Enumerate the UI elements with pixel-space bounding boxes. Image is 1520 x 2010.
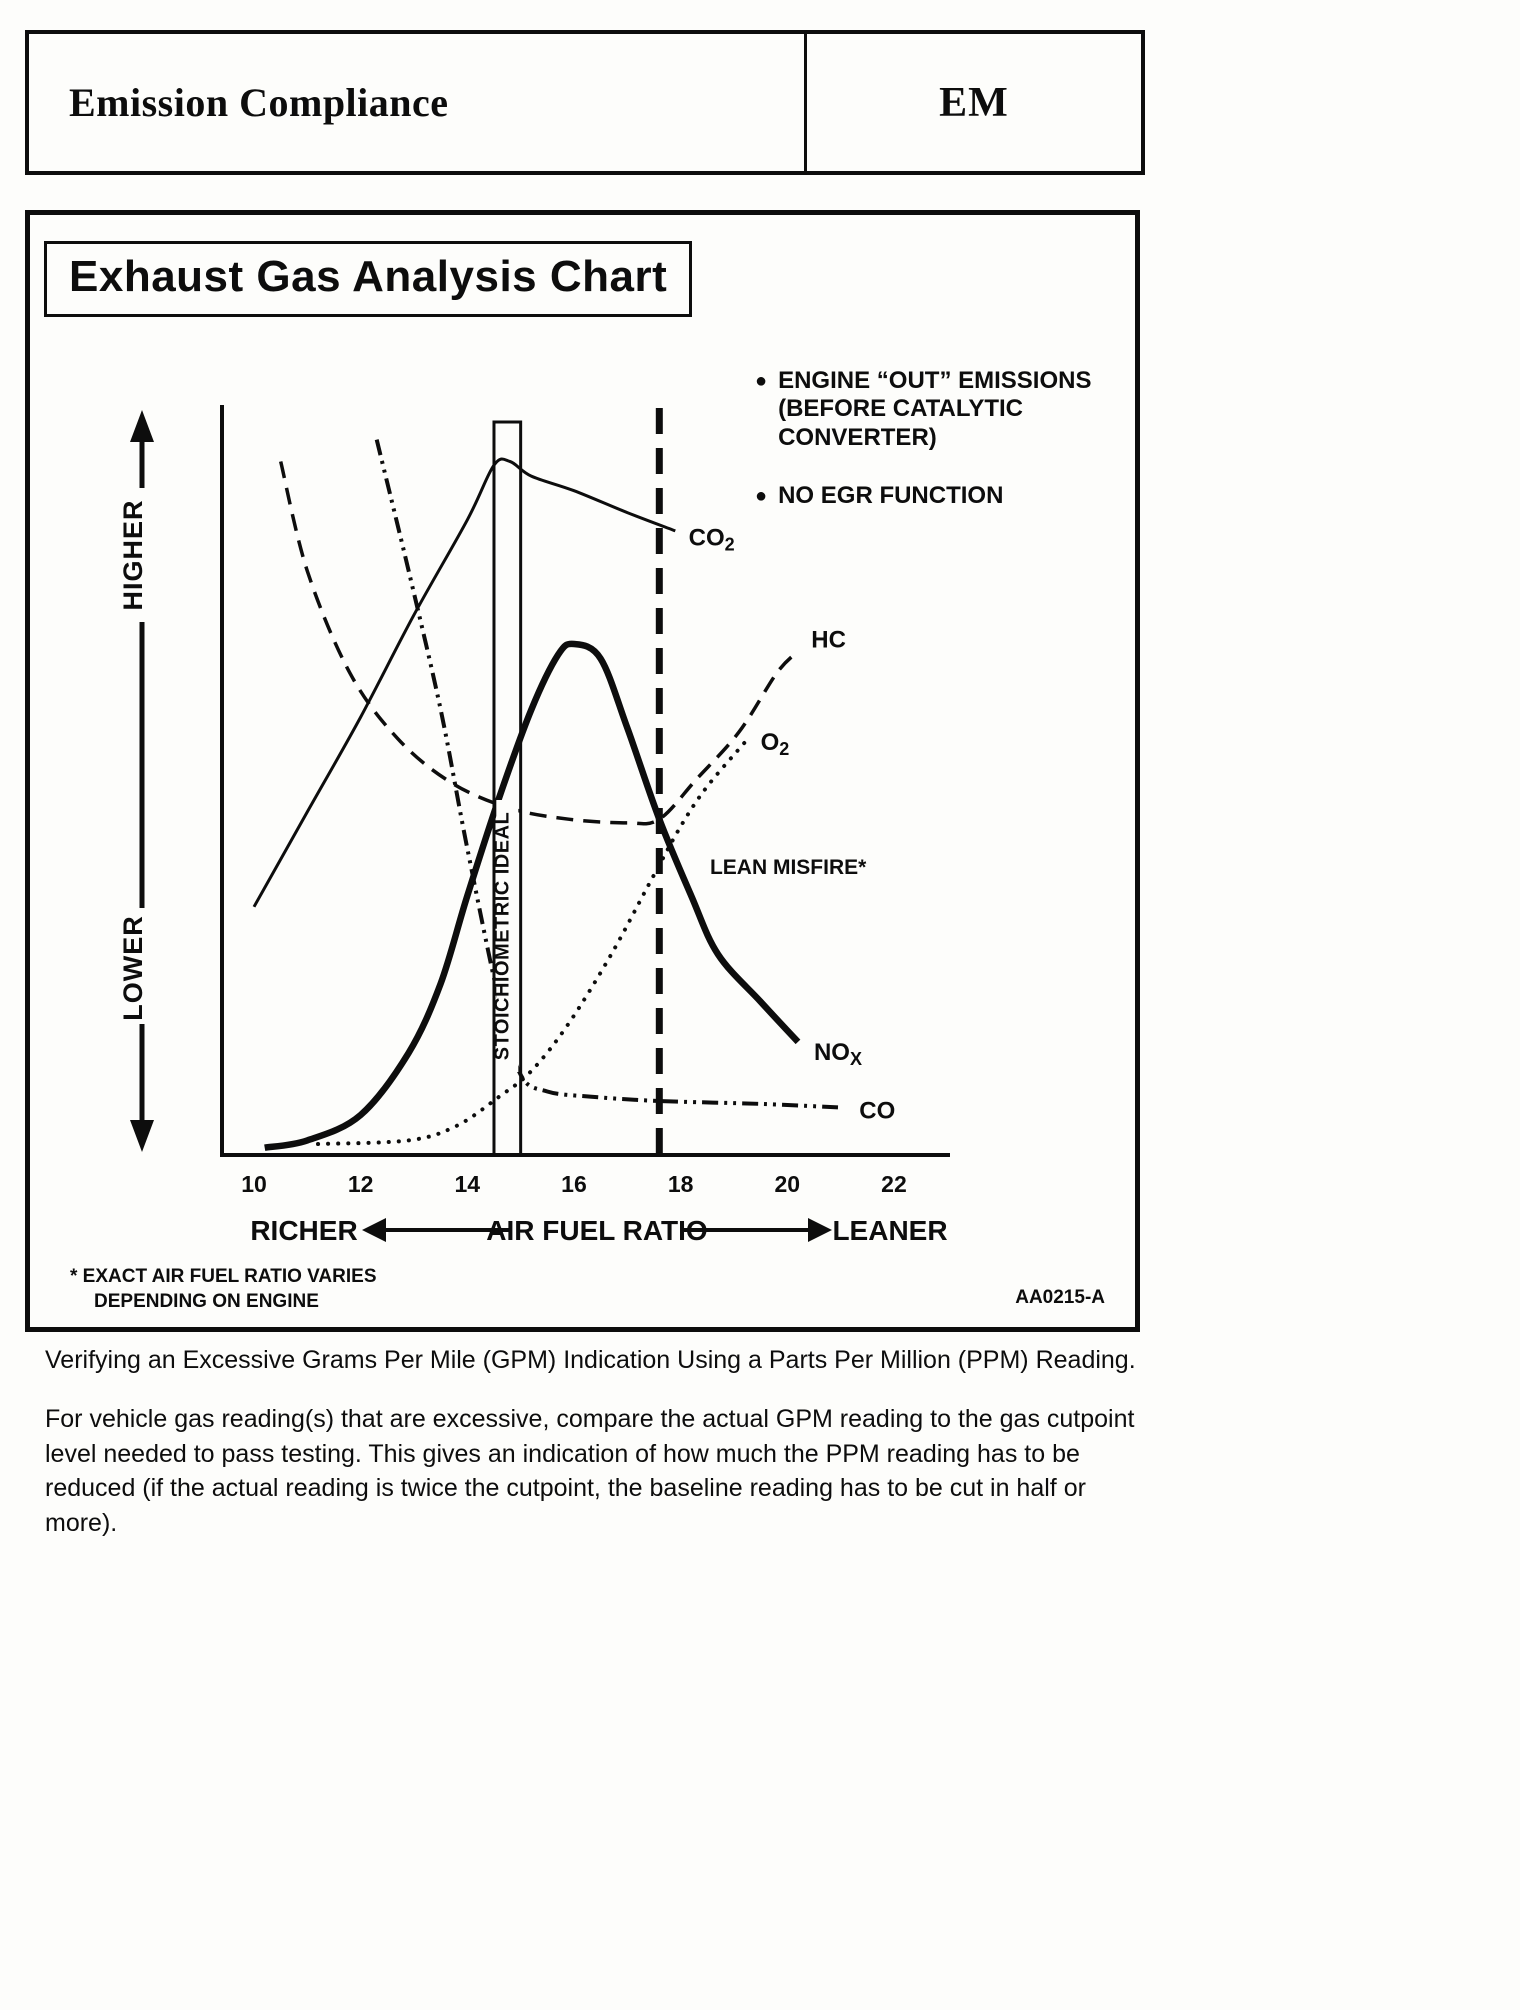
y-label-higher: HIGHER (118, 499, 148, 610)
bullet-icon: ● (755, 484, 768, 507)
right-arrow-icon (808, 1218, 832, 1242)
x-tick-label: 18 (668, 1171, 694, 1197)
y-direction-arrow: HIGHER LOWER (118, 410, 160, 1152)
left-arrow-icon (362, 1218, 386, 1242)
header-title-cell: Emission Compliance (29, 34, 807, 171)
chart-title: Exhaust Gas Analysis Chart (69, 252, 668, 301)
series-HC-label: HC (811, 627, 846, 654)
body-paragraph: For vehicle gas reading(s) that are exce… (45, 1405, 1135, 1537)
figure-panel: Exhaust Gas Analysis Chart ● ENGINE “OUT… (25, 210, 1140, 1332)
x-tick-label: 20 (775, 1171, 801, 1197)
notes-list: ● ENGINE “OUT” EMISSIONS (BEFORE CATALYT… (755, 367, 1130, 540)
x-tick-label: 12 (348, 1171, 374, 1197)
lean-misfire-label: LEAN MISFIRE* (710, 856, 867, 879)
note-text: NO EGR FUNCTION (778, 481, 1004, 509)
footnote-line: * EXACT AIR FUEL RATIO VARIES (70, 1266, 377, 1287)
stoichiometric-band-label: STOICHIOMETRIC IDEAL (491, 812, 513, 1061)
series-O2-curve (316, 740, 747, 1146)
series-CO-label: CO (859, 1098, 895, 1125)
chart-footnote: * EXACT AIR FUEL RATIO VARIES DEPENDING … (70, 1265, 377, 1314)
leaner-label: LEANER (832, 1215, 947, 1246)
series-HC-curve (278, 461, 800, 826)
page-header: Emission Compliance EM (25, 30, 1145, 175)
chart-title-box: Exhaust Gas Analysis Chart (44, 241, 693, 317)
chart-canvas: HIGHER LOWER STOICHIOMETRIC IDEAL LEAN MISF… (118, 405, 950, 1246)
note-item: ● ENGINE “OUT” EMISSIONS (BEFORE CATALYT… (755, 367, 1130, 452)
series-CO2-label: CO2 (689, 524, 735, 554)
y-label-lower: LOWER (118, 915, 148, 1021)
exhaust-gas-chart: HIGHER LOWER STOICHIOMETRIC IDEAL LEAN MISF… (32, 400, 1132, 1252)
series-O2-label: O2 (761, 729, 790, 759)
x-tick-label: 10 (241, 1171, 267, 1197)
x-tick-label: 14 (455, 1171, 481, 1197)
bullet-icon: ● (755, 370, 768, 392)
air-fuel-ratio-label: AIR FUEL RATIO (486, 1215, 707, 1246)
richer-label: RICHER (250, 1215, 357, 1246)
caption-text: Verifying an Excessive Grams Per Mile (G… (45, 1346, 1136, 1374)
header-code-cell: EM (807, 34, 1141, 171)
series-NOx-label: NOX (814, 1039, 862, 1069)
x-tick-label: 22 (881, 1171, 907, 1197)
series-NOx-curve (264, 640, 801, 1151)
axes (220, 405, 950, 1157)
note-item: ● NO EGR FUNCTION (755, 482, 1130, 510)
x-tick-label: 16 (561, 1171, 587, 1197)
figure-code: AA0215-A (1015, 1287, 1105, 1308)
page-title: Emission Compliance (69, 80, 449, 125)
series-CO2-curve (252, 457, 676, 908)
footnote-line: DEPENDING ON ENGINE (94, 1290, 319, 1312)
figure-footer: * EXACT AIR FUEL RATIO VARIES DEPENDING … (70, 1265, 1105, 1314)
series-CO-curve (374, 439, 841, 1110)
note-text: ENGINE “OUT” EMISSIONS (BEFORE CATALYTIC… (778, 367, 1092, 451)
section-code: EM (939, 79, 1009, 126)
x-axis-title-row: RICHER AIR FUEL RATIO LEANER (250, 1215, 947, 1246)
